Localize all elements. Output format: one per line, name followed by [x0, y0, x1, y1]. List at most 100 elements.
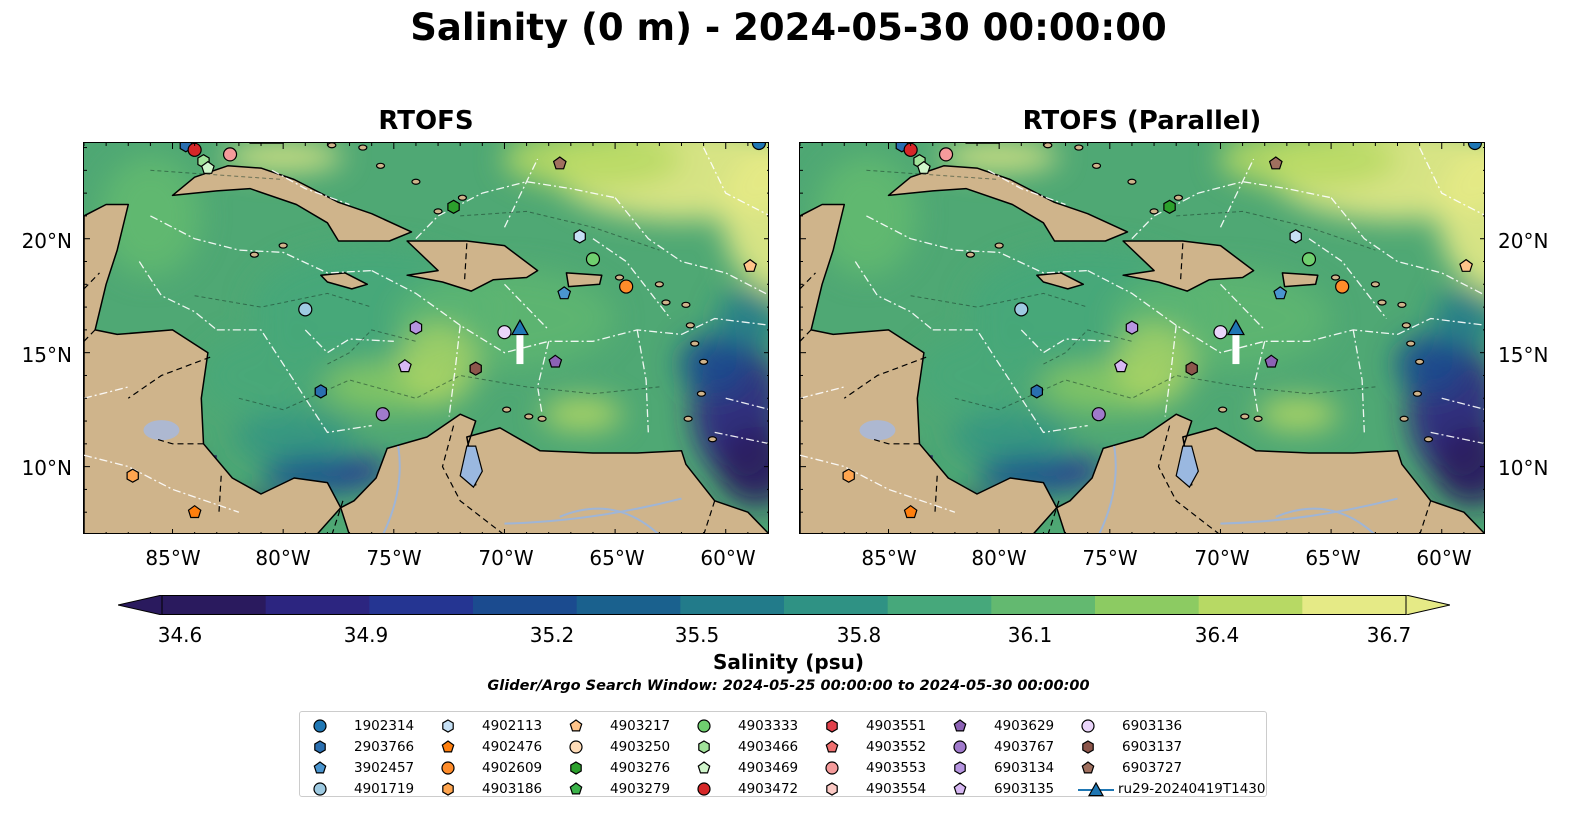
float-marker-4903276 — [447, 199, 460, 214]
hexagon-marker-icon — [442, 719, 454, 733]
hispaniola — [1122, 240, 1255, 292]
colorbar-segment — [369, 595, 474, 615]
cuba — [887, 165, 1129, 242]
float-marker-3902457 — [1273, 286, 1288, 300]
island — [537, 415, 547, 422]
island — [502, 406, 512, 413]
float-marker-4903553 — [938, 147, 954, 162]
float-marker-3902457 — [557, 286, 572, 300]
pentagon-marker-icon — [569, 782, 583, 795]
hexagon-marker-icon — [826, 782, 838, 796]
pentagon-marker — [569, 719, 583, 732]
circle-marker-icon — [441, 761, 455, 775]
pentagon-marker — [953, 782, 967, 795]
island — [249, 251, 259, 258]
pentagon-marker-icon — [953, 782, 967, 795]
hexagon-marker-icon — [1082, 740, 1094, 754]
float-marker-6903137 — [1185, 361, 1198, 376]
colorbar-segment — [680, 595, 785, 615]
map-rtofs-parallel — [799, 142, 1485, 534]
island — [411, 178, 421, 185]
legend-label: 4903554 — [866, 781, 927, 797]
legend-label: 6903134 — [994, 760, 1055, 776]
float-marker-6903727 — [552, 156, 567, 170]
hexagon-marker — [826, 719, 838, 733]
hexagon-marker-icon — [442, 782, 454, 796]
hexagon-marker — [698, 740, 710, 754]
hexagon-marker-icon — [826, 719, 838, 733]
island — [1074, 144, 1084, 151]
float-markers — [126, 143, 767, 519]
pentagon-marker — [953, 719, 967, 732]
colorbar-segment — [1095, 595, 1200, 615]
circle-marker-icon — [697, 719, 711, 733]
legend-label: 2903766 — [354, 739, 415, 755]
legend-label: ru29-20240419T1430 — [1118, 781, 1266, 797]
circle-marker-icon — [313, 719, 327, 733]
float-marker-6903136 — [1213, 325, 1228, 340]
frame-ticks — [800, 143, 1484, 533]
float-marker-2903766 — [1030, 384, 1043, 399]
hexagon-marker-icon — [698, 740, 710, 754]
island — [654, 281, 664, 288]
circle-marker — [313, 719, 327, 733]
float-marker-4903276 — [1163, 199, 1176, 214]
float-marker-4903333 — [585, 252, 601, 267]
float-marker-4903333 — [1301, 252, 1317, 267]
colorbar-tick: 34.9 — [343, 623, 389, 647]
lat-label-15n-left: 15°N — [21, 343, 72, 367]
rivers — [382, 445, 682, 533]
legend-label: 1902314 — [354, 718, 415, 734]
island — [327, 143, 337, 149]
float-marker-4903217 — [1459, 258, 1474, 272]
float-markers — [842, 143, 1483, 519]
legend: 1902314 2903766 3902457 4901719 4902113 49024… — [299, 711, 1267, 797]
pentagon-marker-icon — [825, 740, 839, 753]
map-canvas — [84, 143, 768, 533]
circle-marker — [953, 740, 967, 754]
legend-label: 4903551 — [866, 718, 927, 734]
colorbar-tick: 36.7 — [1366, 623, 1412, 647]
island — [1330, 274, 1341, 281]
island — [1091, 162, 1102, 169]
island — [685, 322, 695, 329]
colorbar-segment — [887, 595, 992, 615]
circle-marker — [697, 782, 711, 796]
map-canvas — [800, 143, 1484, 533]
circle-marker — [313, 782, 327, 796]
island — [1399, 415, 1409, 422]
eez-boundaries — [800, 147, 1484, 513]
float-marker-6903727 — [1268, 156, 1283, 170]
pentagon-marker — [313, 761, 327, 774]
hexagon-marker-icon — [314, 740, 326, 754]
legend-label: 4901719 — [354, 781, 415, 797]
panel-title-rtofs-parallel: RTOFS (Parallel) — [1022, 106, 1262, 136]
puerto-rico — [565, 272, 603, 288]
float-marker-4901719 — [1014, 302, 1029, 317]
jamaica — [1036, 272, 1085, 290]
lat-label-15n-right: 15°N — [1498, 343, 1549, 367]
legend-label: 4903552 — [866, 739, 927, 755]
float-marker-4903553 — [222, 147, 238, 162]
search-window-caption: Glider/Argo Search Window: 2024-05-25 00… — [487, 678, 1090, 694]
cuba — [171, 165, 413, 242]
pentagon-marker-icon — [313, 761, 327, 774]
pentagon-marker-icon — [1081, 761, 1095, 774]
circle-marker — [825, 761, 839, 775]
circle-marker-icon — [313, 782, 327, 796]
rivers — [1098, 445, 1398, 533]
pentagon-marker-icon — [697, 761, 711, 774]
lat-label-10n-right: 10°N — [1498, 456, 1549, 480]
bathymetry-contours — [150, 169, 660, 411]
island — [965, 251, 975, 258]
float-marker-4903186 — [126, 468, 139, 483]
island — [524, 413, 534, 420]
hexagon-marker — [442, 719, 454, 733]
legend-label: 4903279 — [610, 781, 671, 797]
lon-label-75w-left: 75°W — [366, 546, 422, 570]
island — [1377, 299, 1387, 306]
circle-marker — [441, 761, 455, 775]
colorbar-segment — [576, 595, 681, 615]
circle-marker — [697, 719, 711, 733]
island — [457, 194, 468, 201]
